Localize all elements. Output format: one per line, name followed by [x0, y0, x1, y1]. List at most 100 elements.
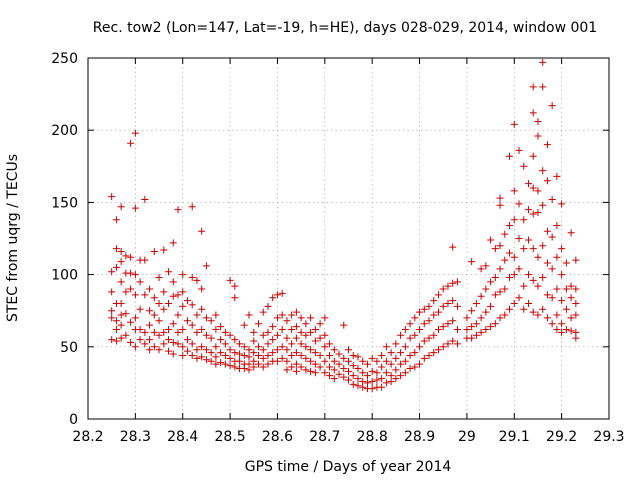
data-point — [150, 328, 158, 336]
data-point — [416, 308, 424, 316]
data-point — [259, 346, 267, 354]
data-point — [425, 302, 433, 310]
data-point — [453, 302, 461, 310]
data-point — [553, 285, 561, 293]
data-point — [150, 343, 158, 351]
data-point — [108, 307, 116, 315]
data-point — [202, 346, 210, 354]
data-point — [472, 331, 480, 339]
data-point — [169, 320, 177, 328]
data-point — [117, 299, 125, 307]
data-point — [236, 357, 244, 365]
data-point — [506, 152, 514, 160]
data-point — [567, 327, 575, 335]
data-point — [188, 321, 196, 329]
data-point — [501, 256, 509, 264]
data-point — [406, 320, 414, 328]
data-point — [397, 349, 405, 357]
data-point — [321, 343, 329, 351]
data-point — [131, 291, 139, 299]
y-axis: 0 50 100 150 200 250 — [51, 51, 609, 428]
data-point — [269, 349, 277, 357]
data-point — [198, 343, 206, 351]
data-point — [269, 323, 277, 331]
data-point — [482, 285, 490, 293]
data-point — [278, 354, 286, 362]
data-point — [416, 325, 424, 333]
data-point — [307, 346, 315, 354]
data-point — [392, 375, 400, 383]
data-point — [340, 373, 348, 381]
data-point — [420, 337, 428, 345]
data-point — [558, 271, 566, 279]
y-tick-label: 250 — [51, 51, 78, 67]
data-point — [255, 360, 263, 368]
data-point — [529, 210, 537, 218]
x-tick-label: 29.1 — [499, 429, 530, 445]
data-point — [524, 180, 532, 188]
data-point — [292, 360, 300, 368]
data-point — [188, 203, 196, 211]
data-point — [548, 233, 556, 241]
data-point — [150, 247, 158, 255]
data-point — [217, 349, 225, 357]
data-point — [520, 305, 528, 313]
data-point — [539, 167, 547, 175]
data-point — [217, 359, 225, 367]
data-point — [141, 291, 149, 299]
data-point — [534, 282, 542, 290]
data-point — [122, 310, 130, 318]
data-point — [131, 343, 139, 351]
data-point — [302, 320, 310, 328]
data-point — [349, 380, 357, 388]
data-point — [217, 323, 225, 331]
data-point — [558, 200, 566, 208]
data-point — [264, 328, 272, 336]
data-point — [169, 278, 177, 286]
chart-title: Rec. tow2 (Lon=147, Lat=-19, h=HE), days… — [93, 20, 597, 36]
data-point — [278, 289, 286, 297]
data-point — [321, 314, 329, 322]
data-point — [439, 343, 447, 351]
plot-frame — [87, 57, 610, 420]
data-point — [112, 216, 120, 224]
x-tick-label: 29.3 — [593, 429, 624, 445]
data-point — [401, 357, 409, 365]
data-point — [198, 353, 206, 361]
data-point — [397, 331, 405, 339]
data-point — [359, 383, 367, 391]
data-point — [506, 273, 514, 281]
data-point — [141, 256, 149, 264]
data-point — [269, 336, 277, 344]
data-point — [567, 294, 575, 302]
data-point — [169, 350, 177, 358]
data-point — [539, 83, 547, 91]
data-point — [477, 314, 485, 322]
data-point — [477, 292, 485, 300]
data-point — [273, 314, 281, 322]
data-point — [207, 317, 215, 325]
data-point — [406, 364, 414, 372]
data-point — [345, 357, 352, 365]
data-point — [543, 141, 551, 149]
data-point — [221, 328, 229, 336]
data-point — [368, 377, 376, 385]
data-point — [487, 302, 495, 310]
data-point — [482, 325, 490, 333]
data-point — [179, 343, 187, 351]
data-point — [501, 285, 509, 293]
data-point — [236, 340, 244, 348]
x-tick-label: 29 — [458, 429, 476, 445]
data-point — [416, 360, 424, 368]
data-point — [382, 369, 390, 377]
data-point — [311, 337, 319, 345]
data-point — [326, 363, 334, 371]
data-point — [368, 385, 376, 393]
data-point — [510, 253, 518, 261]
data-point — [567, 229, 575, 237]
data-point — [520, 162, 528, 170]
data-point — [108, 288, 116, 296]
data-point — [207, 349, 215, 357]
data-point — [463, 314, 471, 322]
data-point — [558, 320, 566, 328]
